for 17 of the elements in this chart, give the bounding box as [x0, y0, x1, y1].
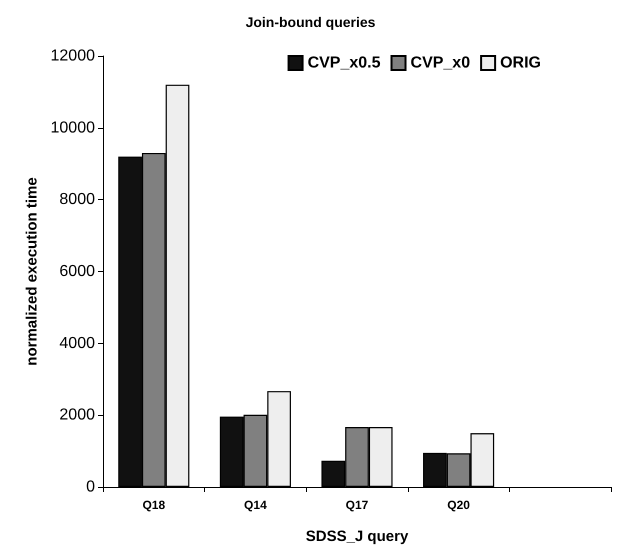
- x-tick-label: Q20: [447, 498, 470, 512]
- x-tick-label: Q17: [346, 498, 369, 512]
- y-axis-title: normalized execution time: [24, 177, 41, 366]
- y-tick-label: 4000: [59, 334, 96, 352]
- y-tick-label: 2000: [59, 406, 96, 424]
- y-tick-label: 8000: [59, 191, 96, 208]
- y-tick-label: 6000: [59, 263, 96, 280]
- legend-label: CVP_x0: [410, 54, 470, 72]
- chart-title: Join-bound queries: [246, 14, 376, 30]
- x-tick-label: Q14: [244, 498, 268, 512]
- legend-label: ORIG: [500, 54, 541, 72]
- x-tick-label: Q18: [142, 498, 166, 512]
- x-axis-title: SDSS_J query: [306, 528, 409, 545]
- legend-label: CVP_x0.5: [308, 54, 381, 72]
- y-tick-label: 0: [86, 478, 96, 496]
- y-tick-label: 12000: [50, 48, 96, 64]
- y-tick-label: 10000: [50, 119, 96, 136]
